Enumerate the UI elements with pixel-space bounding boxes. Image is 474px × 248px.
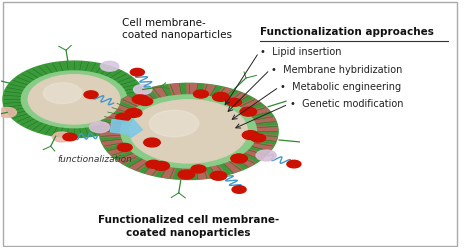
Circle shape — [242, 131, 259, 140]
Wedge shape — [129, 158, 151, 170]
Circle shape — [132, 95, 149, 104]
Wedge shape — [122, 96, 144, 108]
Circle shape — [99, 83, 278, 180]
Text: •  Metabolic engineering: • Metabolic engineering — [281, 82, 401, 92]
Circle shape — [212, 93, 229, 101]
FancyArrowPatch shape — [110, 119, 142, 138]
Wedge shape — [246, 107, 270, 117]
Circle shape — [63, 133, 77, 141]
Circle shape — [134, 85, 152, 94]
Circle shape — [146, 160, 161, 168]
Circle shape — [231, 154, 247, 163]
Text: •  Genetic modification: • Genetic modification — [290, 99, 403, 109]
Circle shape — [193, 90, 209, 98]
Wedge shape — [104, 112, 128, 121]
Circle shape — [90, 122, 109, 133]
Circle shape — [138, 97, 153, 105]
Wedge shape — [214, 88, 233, 100]
Circle shape — [43, 83, 82, 103]
Circle shape — [232, 186, 246, 193]
Wedge shape — [111, 103, 135, 114]
Circle shape — [287, 160, 301, 168]
Circle shape — [28, 75, 120, 124]
Wedge shape — [255, 125, 277, 131]
Circle shape — [117, 143, 132, 152]
Wedge shape — [252, 116, 275, 124]
Wedge shape — [237, 99, 260, 110]
Circle shape — [153, 161, 169, 170]
Wedge shape — [100, 122, 124, 128]
Circle shape — [130, 100, 247, 163]
Wedge shape — [100, 131, 123, 137]
Wedge shape — [196, 166, 209, 179]
Wedge shape — [227, 92, 248, 105]
Circle shape — [3, 61, 145, 138]
Circle shape — [100, 61, 119, 71]
Wedge shape — [145, 162, 163, 175]
Text: functionalization: functionalization — [57, 155, 132, 164]
Circle shape — [116, 113, 131, 121]
Text: Functionalization approaches: Functionalization approaches — [260, 27, 434, 36]
Wedge shape — [254, 134, 277, 141]
Wedge shape — [201, 85, 216, 97]
Wedge shape — [117, 153, 140, 164]
Wedge shape — [222, 160, 242, 173]
Circle shape — [121, 95, 256, 168]
Circle shape — [210, 171, 227, 180]
Circle shape — [53, 132, 71, 142]
Circle shape — [149, 110, 199, 137]
Wedge shape — [161, 165, 176, 178]
Text: •  Lipid insertion: • Lipid insertion — [260, 47, 341, 58]
Wedge shape — [249, 142, 273, 151]
Wedge shape — [243, 149, 266, 159]
Circle shape — [178, 170, 195, 179]
FancyBboxPatch shape — [3, 2, 457, 246]
Circle shape — [227, 98, 241, 106]
Wedge shape — [151, 86, 168, 99]
Wedge shape — [135, 90, 155, 103]
Wedge shape — [102, 139, 126, 147]
Circle shape — [84, 91, 98, 98]
Text: Cell membrane-
coated nanoparticles: Cell membrane- coated nanoparticles — [122, 18, 232, 40]
Circle shape — [21, 71, 127, 128]
Circle shape — [256, 150, 276, 161]
Circle shape — [191, 165, 206, 173]
Wedge shape — [180, 167, 191, 179]
Wedge shape — [209, 164, 227, 177]
Circle shape — [231, 154, 246, 162]
Text: Functionalized cell membrane-
coated nanoparticles: Functionalized cell membrane- coated nan… — [98, 215, 279, 238]
Text: •  Membrane hybridization: • Membrane hybridization — [271, 65, 402, 75]
Wedge shape — [108, 146, 132, 156]
Circle shape — [144, 138, 160, 147]
Circle shape — [0, 107, 17, 117]
Wedge shape — [187, 84, 198, 96]
Wedge shape — [168, 84, 182, 96]
Circle shape — [130, 68, 145, 76]
Circle shape — [251, 134, 265, 142]
Circle shape — [240, 107, 256, 116]
Circle shape — [126, 108, 142, 117]
Wedge shape — [233, 155, 255, 167]
